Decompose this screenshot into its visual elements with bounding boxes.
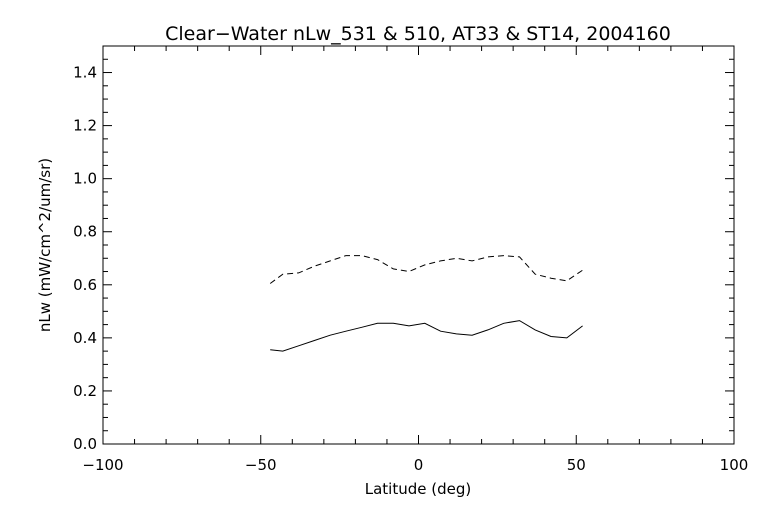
plot-frame <box>102 45 735 445</box>
y-tick-label: 1.0 <box>73 170 97 188</box>
x-tick-label: −100 <box>82 456 123 474</box>
y-tick-label: 0.8 <box>73 223 97 241</box>
series-line-dashed <box>269 255 583 284</box>
y-tick-label: 0.6 <box>73 276 97 294</box>
y-tick-label: 1.2 <box>73 117 97 135</box>
y-axis-label: nLw (mW/cm^2/um/sr) <box>36 158 54 332</box>
plot-area: −100 −50 0 50 100 0.0 0.2 0.4 0.6 0.8 1.0 1.2 1.4 <box>73 45 748 474</box>
y-tick-label: 1.4 <box>73 64 97 82</box>
series-line-solid <box>270 320 583 352</box>
y-tick-label: 0.2 <box>73 382 97 400</box>
y-tick-label: 0.4 <box>73 329 97 347</box>
x-axis-label: Latitude (deg) <box>365 480 471 498</box>
x-tick-label: 100 <box>720 456 749 474</box>
chart-title: Clear−Water nLw_531 & 510, AT33 & ST14, … <box>165 23 671 45</box>
axis-ticks <box>102 45 735 445</box>
x-tick-label: −50 <box>245 456 277 474</box>
x-tick-label: 0 <box>414 456 424 474</box>
y-tick-label: 0.0 <box>73 435 97 453</box>
axis-tick-labels: −100 −50 0 50 100 0.0 0.2 0.4 0.6 0.8 1.0 1.2 1.4 <box>73 64 748 474</box>
series-group <box>269 255 583 352</box>
x-tick-label: 50 <box>567 456 586 474</box>
